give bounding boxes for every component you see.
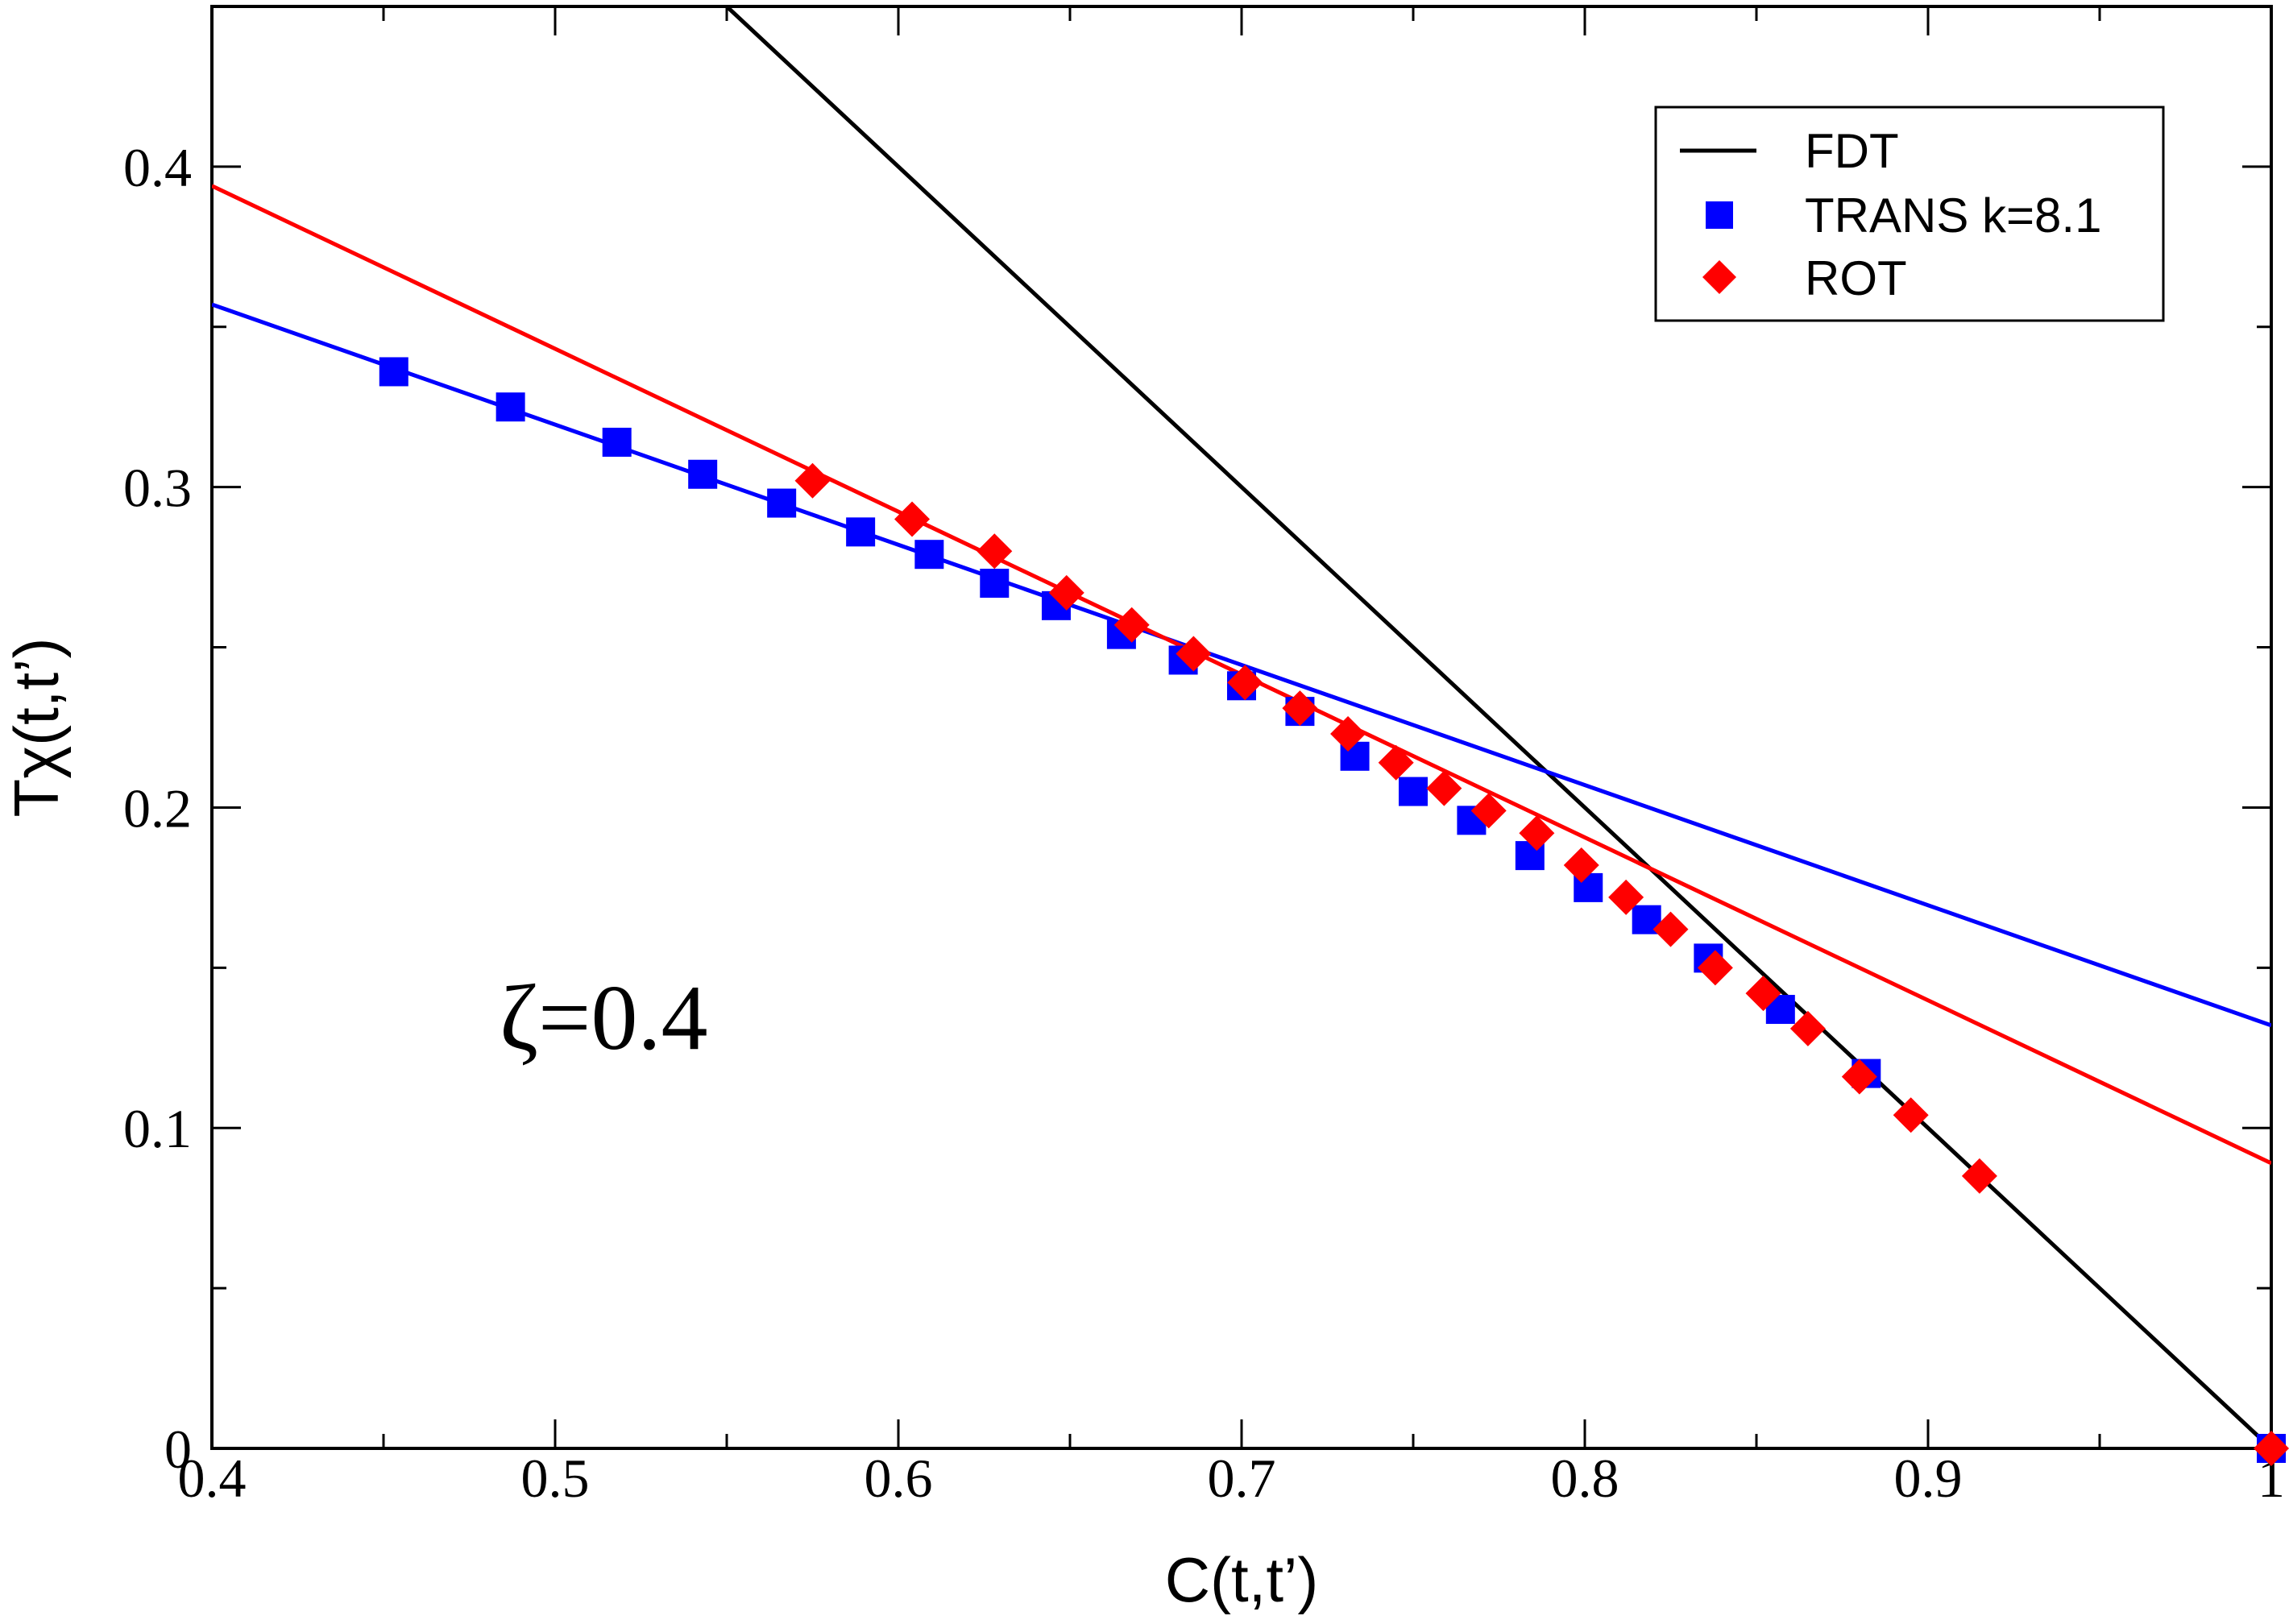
rot-point [1841,1058,1877,1095]
y-tick-label: 0.3 [123,458,192,519]
rot-point [2254,1431,2289,1466]
trans-point [1399,777,1428,806]
y-axis-title: Tχ(t,t’) [1,638,72,818]
rot-point [1426,770,1462,806]
trans-point [914,540,944,570]
trans-point [602,427,632,457]
rot-point [1378,744,1414,781]
rot-point [1330,715,1366,752]
rot-point [1608,879,1644,915]
axis-ticks [210,5,2273,1450]
trans-fit-line [212,302,2271,1028]
rot-point [1176,636,1212,672]
legend-rot-label: ROT [1805,251,1907,305]
rot-point [977,533,1013,570]
trans-point [980,569,1010,598]
rot-point [894,501,931,537]
trans-point [846,517,876,547]
y-tick-label: 0.1 [123,1098,192,1159]
legend-rot-diamond-swatch [1702,260,1736,294]
trans-point [496,392,525,422]
y-tick-label: 0.2 [123,777,192,839]
x-tick-label: 0.5 [521,1448,590,1509]
x-tick-label: 0.7 [1208,1448,1276,1509]
axis-tick-labels: 0.4 0.5 0.6 0.7 0.8 0.9 100.10.20.30.4 [123,137,2285,1509]
rot-point [1282,690,1318,727]
rot-point [1113,607,1150,643]
x-tick-label: 0.6 [865,1448,933,1509]
rot-point [1563,847,1599,884]
legend-box [1654,106,2165,322]
fdt-line [725,6,2271,1448]
rot-point [1652,911,1689,947]
legend-fdt-label: FDT [1805,124,1899,178]
rot-point [1745,976,1781,1012]
rot-point [1697,950,1733,986]
trans-point [767,488,797,518]
x-tick-label: 0.4 [178,1448,247,1509]
rot-point [1893,1097,1929,1133]
zeta-annotation: ζ=0.4 [500,967,707,1070]
rot-point [1789,1010,1826,1046]
y-tick-label: 0 [164,1419,192,1480]
trans-point [379,357,408,387]
x-tick-label: 0.9 [1894,1448,1963,1509]
y-tick-label: 0.4 [123,137,192,198]
x-tick-label: 0.8 [1551,1448,1619,1509]
legend: FDT TRANS k=8.1 ROT [1654,106,2165,322]
rot-point [1961,1158,1997,1194]
data-markers [379,357,2289,1466]
x-axis-title: C(t,t’) [1165,1544,1319,1615]
rot-point [1519,815,1555,851]
rot-point [794,462,831,499]
trans-point [688,459,718,489]
rot-point [1048,574,1084,611]
rot-point [1227,665,1263,701]
legend-trans-square-swatch [1706,201,1733,229]
legend-trans-label: TRANS k=8.1 [1805,188,2101,242]
rot-point [1470,793,1507,829]
